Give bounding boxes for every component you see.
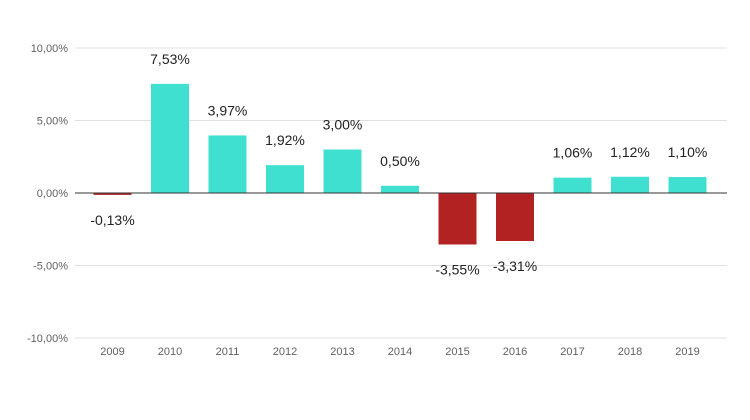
data-labels: -0,13% 7,53% 3,97% 1,92% 3,00% 0,50% -3,55% -3,… xyxy=(90,51,707,278)
y-tick-label: 5,00% xyxy=(37,116,68,128)
bar-2013 xyxy=(323,149,362,193)
y-tick-label: 10,00% xyxy=(31,43,69,55)
y-tick-label: -5,00% xyxy=(33,261,68,273)
data-label-2015: -3,55% xyxy=(435,261,479,277)
bars xyxy=(93,83,707,245)
x-tick-label: 2013 xyxy=(330,346,354,358)
x-tick-label: 2017 xyxy=(560,346,584,358)
bar-2019 xyxy=(668,177,707,193)
y-tick-label: 0,00% xyxy=(37,188,68,200)
bar-2017 xyxy=(553,177,592,193)
data-label-2014: 0,50% xyxy=(380,153,420,169)
data-label-2010: 7,53% xyxy=(150,51,190,67)
x-tick-label: 2018 xyxy=(618,346,642,358)
bar-2011 xyxy=(208,135,247,193)
bar-2009 xyxy=(93,193,132,195)
x-tick-label: 2010 xyxy=(158,346,182,358)
data-label-2009: -0,13% xyxy=(90,212,134,228)
bar-2018 xyxy=(611,176,649,193)
bar-2010 xyxy=(151,83,189,193)
bar-2012 xyxy=(266,165,304,193)
y-axis-ticks: 10,00% 5,00% 0,00% -5,00% -10,00% xyxy=(27,43,68,345)
x-tick-label: 2015 xyxy=(445,346,469,358)
data-label-2019: 1,10% xyxy=(668,144,708,160)
data-label-2018: 1,12% xyxy=(610,144,650,160)
x-tick-label: 2012 xyxy=(273,346,297,358)
x-tick-label: 2011 xyxy=(216,346,240,358)
bar-2016 xyxy=(496,193,534,241)
data-label-2013: 3,00% xyxy=(323,117,363,133)
x-tick-label: 2014 xyxy=(388,346,412,358)
bar-2014 xyxy=(381,185,419,193)
data-label-2012: 1,92% xyxy=(265,132,305,148)
x-tick-label: 2019 xyxy=(675,346,699,358)
x-tick-label: 2009 xyxy=(100,346,124,358)
x-tick-label: 2016 xyxy=(503,346,527,358)
x-axis-ticks: 2009 2010 2011 2012 2013 2014 2015 2016 2017 2018… xyxy=(100,346,699,358)
data-label-2016: -3,31% xyxy=(493,258,537,274)
bar-2015 xyxy=(438,193,477,245)
data-label-2017: 1,06% xyxy=(553,145,593,161)
y-tick-label: -10,00% xyxy=(27,333,68,345)
data-label-2011: 3,97% xyxy=(208,102,248,118)
